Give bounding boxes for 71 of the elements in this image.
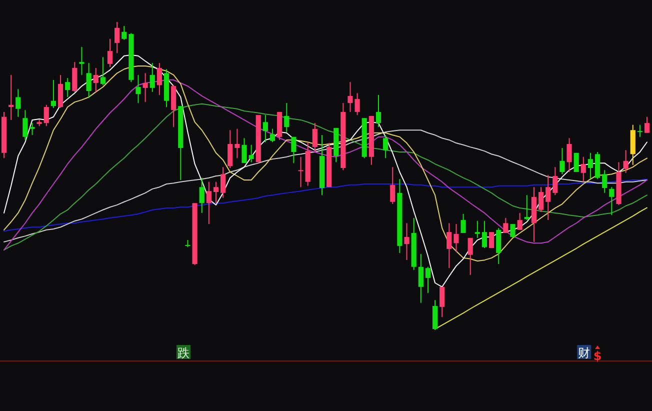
candlestick [503, 217, 508, 234]
candlestick [560, 147, 565, 175]
candlestick [242, 138, 247, 164]
candlestick [150, 62, 155, 92]
candlestick [220, 166, 226, 198]
candlestick [298, 156, 304, 188]
candlestick [418, 253, 424, 304]
candlestick [574, 152, 579, 172]
candlestick [390, 166, 396, 205]
candlestick [312, 122, 318, 152]
candlestick [496, 228, 502, 265]
candlestick [136, 74, 141, 104]
candlestick [22, 110, 28, 140]
candlestick [425, 266, 430, 294]
candlestick [538, 186, 544, 213]
candlestick [93, 67, 98, 92]
candlestick [107, 38, 113, 68]
candlestick [156, 62, 162, 96]
candlestick [588, 152, 594, 180]
candlestick [262, 114, 268, 143]
candlestick [58, 74, 64, 108]
candlestick [440, 286, 445, 318]
candlestick [637, 124, 642, 138]
candlestick [44, 104, 49, 127]
candlestick [16, 88, 21, 118]
candlestick [404, 222, 410, 261]
text: $ [593, 349, 602, 363]
candlestick [228, 130, 233, 168]
candlestick [510, 224, 516, 238]
candlestick [376, 94, 382, 128]
candlestick [566, 138, 572, 172]
candlestick [114, 22, 120, 54]
candlestick [524, 194, 530, 221]
candlestick [383, 134, 388, 159]
candlestick [142, 72, 148, 103]
candlestick [206, 181, 212, 225]
candlestick [580, 156, 586, 182]
candlestick [602, 170, 608, 194]
candlestick [454, 224, 459, 253]
candlestick [609, 186, 614, 216]
candlestick [446, 222, 452, 269]
candlestick [79, 46, 84, 76]
candlestick [644, 116, 650, 134]
candlestick [50, 79, 56, 108]
candlestick [72, 62, 78, 92]
candlestick [489, 232, 494, 249]
candlestick [546, 174, 551, 221]
candlestick [270, 128, 276, 143]
candlestick [248, 144, 254, 163]
candlestick [100, 56, 106, 86]
candlestick [552, 166, 558, 196]
candlestick [284, 102, 290, 132]
candlestick [468, 237, 473, 276]
candlestick [213, 181, 219, 204]
candlestick [623, 150, 628, 174]
candlestick [8, 74, 14, 120]
candlestick [234, 128, 240, 159]
candlestick [594, 151, 600, 180]
candlestick [354, 92, 360, 116]
candlestick [432, 300, 438, 330]
candlestick [65, 78, 70, 98]
candlestick [30, 122, 35, 136]
candlestick [199, 177, 204, 214]
candlestick [474, 220, 480, 238]
candlestick [348, 82, 353, 112]
candlestick [482, 220, 488, 249]
candlestick [86, 62, 92, 99]
candlestick [291, 136, 296, 164]
candlestick [460, 213, 466, 234]
candlestick [517, 212, 522, 230]
candlestick [122, 26, 127, 40]
